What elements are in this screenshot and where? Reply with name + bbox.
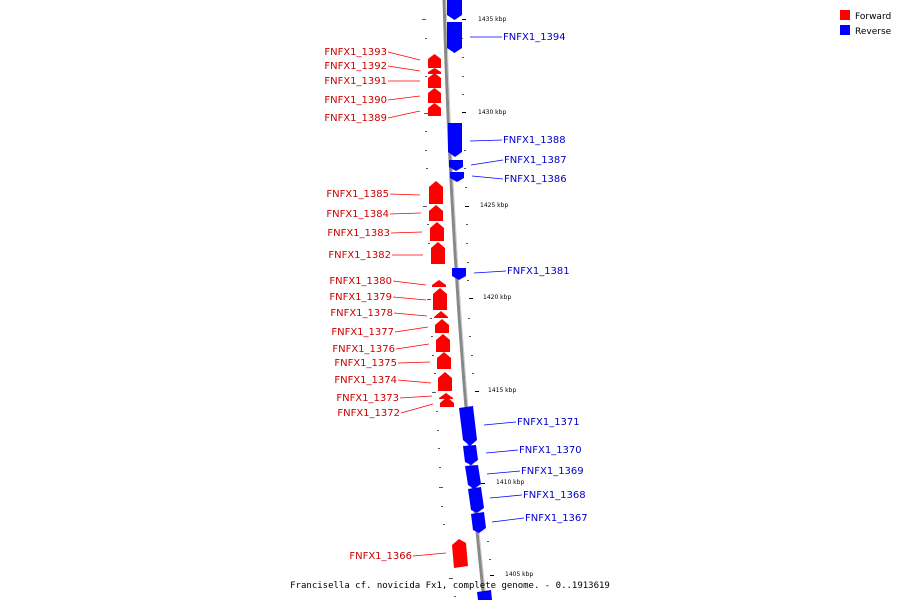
gene-label[interactable]: FNFX1_1366 [349, 551, 412, 562]
gene-label[interactable]: FNFX1_1391 [324, 76, 387, 87]
leader-lines [387, 36, 525, 557]
gene-label[interactable]: FNFX1_1370 [519, 445, 582, 456]
gene-label[interactable]: FNFX1_1377 [331, 327, 394, 338]
forward-genes [428, 54, 468, 568]
legend-swatch-reverse [840, 25, 850, 35]
gene-label[interactable]: FNFX1_1393 [324, 47, 387, 58]
tick-label: 1420 kbp [483, 294, 511, 301]
gene-label[interactable]: FNFX1_1390 [324, 95, 387, 106]
gene-label[interactable]: FNFX1_1382 [328, 250, 391, 261]
gene-fnfx1-1390[interactable] [428, 88, 441, 103]
gene-fnfx1-1382[interactable] [431, 242, 445, 264]
gene-label[interactable]: FNFX1_1392 [324, 61, 387, 72]
gene-label[interactable]: FNFX1_1386 [504, 174, 567, 185]
gene-label[interactable]: FNFX1_1389 [324, 113, 387, 124]
gene-fnfx1-1372[interactable] [440, 397, 454, 407]
gene-fnfx1-1369[interactable] [465, 465, 481, 489]
gene-label[interactable]: FNFX1_1371 [517, 417, 580, 428]
gene-fnfx1-1383[interactable] [430, 222, 444, 241]
gene-fnfx1-1367[interactable] [471, 512, 486, 533]
gene-label[interactable]: FNFX1_1369 [521, 466, 584, 477]
gene-label[interactable]: FNFX1_1373 [336, 393, 399, 404]
gene-label[interactable]: FNFX1_1383 [327, 228, 390, 239]
legend-swatch-forward [840, 10, 850, 20]
legend: Forward Reverse [840, 10, 892, 37]
minor-ticks [422, 19, 491, 597]
map-caption: Francisella cf. novicida Fx1, complete g… [290, 581, 610, 591]
gene-label[interactable]: FNFX1_1367 [525, 513, 588, 524]
legend-label-forward: Forward [855, 12, 891, 22]
gene-label[interactable]: FNFX1_1375 [334, 358, 397, 369]
gene-fnfx1-1368[interactable] [468, 487, 484, 513]
gene-label[interactable]: FNFX1_1374 [334, 375, 397, 386]
gene-fnfx1-1378[interactable] [434, 311, 448, 318]
reverse-gene-labels: FNFX1_1394 FNFX1_1388 FNFX1_1387 FNFX1_1… [503, 32, 588, 524]
gene-fnfx1-1379[interactable] [433, 288, 447, 310]
gene-fnfx1-1377[interactable] [435, 319, 449, 333]
gene-fnfx1-1388[interactable] [448, 123, 462, 157]
gene-fnfx1-1391[interactable] [428, 73, 441, 88]
gene-fnfx1-1370[interactable] [463, 445, 478, 465]
gene-label[interactable]: FNFX1_1368 [523, 490, 586, 501]
tick-label: 1435 kbp [478, 16, 506, 23]
gene-label[interactable]: FNFX1_1378 [330, 308, 393, 319]
reverse-genes [447, 0, 492, 600]
gene-fnfx1-1371[interactable] [459, 406, 477, 446]
major-ticks: 1435 kbp 1430 kbp 1425 kbp 1420 kbp 1415… [462, 16, 533, 578]
legend-label-reverse: Reverse [855, 27, 892, 37]
gene-label[interactable]: FNFX1_1376 [332, 344, 395, 355]
gene-label[interactable]: FNFX1_1394 [503, 32, 566, 43]
tick-label: 1410 kbp [496, 479, 524, 486]
gene-label[interactable]: FNFX1_1380 [329, 276, 392, 287]
gene-fnfx1-reverse-bottom[interactable] [477, 590, 492, 600]
gene-fnfx1-1384[interactable] [429, 205, 443, 221]
gene-label[interactable]: FNFX1_1384 [326, 209, 389, 220]
gene-fnfx1-1385[interactable] [429, 181, 443, 204]
gene-fnfx1-1366[interactable] [452, 539, 468, 568]
tick-label: 1415 kbp [488, 387, 516, 394]
gene-fnfx1-1374[interactable] [438, 372, 452, 391]
gene-fnfx1-1381[interactable] [452, 268, 466, 280]
gene-label[interactable]: FNFX1_1385 [326, 189, 389, 200]
gene-fnfx1-1387[interactable] [449, 160, 463, 171]
gene-label[interactable]: FNFX1_1387 [504, 155, 567, 166]
forward-gene-labels: FNFX1_1393 FNFX1_1392 FNFX1_1391 FNFX1_1… [324, 47, 412, 562]
gene-fnfx1-1380[interactable] [432, 280, 446, 287]
gene-fnfx1-1394-top[interactable] [447, 0, 462, 20]
gene-fnfx1-1389[interactable] [428, 103, 441, 116]
gene-fnfx1-1376[interactable] [436, 334, 450, 352]
gene-fnfx1-1373[interactable] [439, 393, 453, 399]
gene-fnfx1-1386[interactable] [450, 172, 464, 182]
tick-label: 1425 kbp [480, 202, 508, 209]
gene-fnfx1-1375[interactable] [437, 352, 451, 369]
tick-label: 1430 kbp [478, 109, 506, 116]
gene-label[interactable]: FNFX1_1388 [503, 135, 566, 146]
tick-label: 1405 kbp [505, 571, 533, 578]
gene-fnfx1-1392[interactable] [428, 68, 441, 74]
gene-label[interactable]: FNFX1_1381 [507, 266, 570, 277]
gene-fnfx1-1393[interactable] [428, 54, 441, 68]
gene-fnfx1-1394[interactable] [447, 22, 462, 53]
gene-label[interactable]: FNFX1_1372 [337, 408, 400, 419]
gene-label[interactable]: FNFX1_1379 [329, 292, 392, 303]
